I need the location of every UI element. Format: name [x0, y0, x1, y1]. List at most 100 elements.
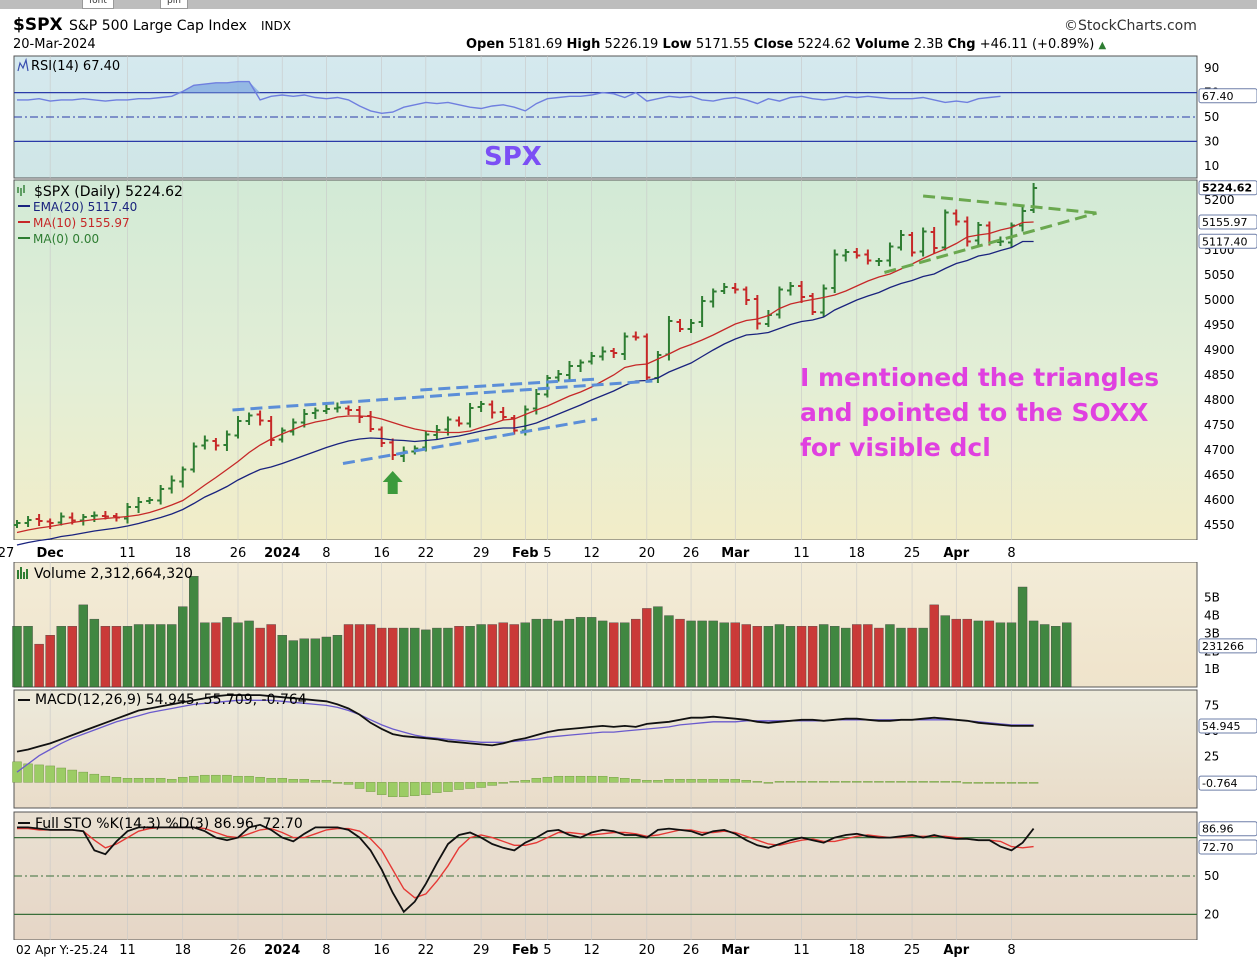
volume-bar — [852, 624, 862, 688]
volume-bar — [896, 627, 906, 688]
date-tick-label: 16 — [373, 546, 390, 561]
lower-channel-trendline — [342, 417, 598, 465]
ema20-last-value-box — [1198, 233, 1257, 249]
chart-date: 20-Mar-2024 — [13, 37, 96, 52]
price-tick-label: 4650 — [1204, 468, 1235, 482]
volume-bar — [310, 638, 321, 688]
bottom-date-tick-label: 29 — [473, 943, 490, 957]
macd-title: MACD(12,26,9) 54.945, 55.709, -0.764 — [35, 692, 307, 708]
volume-bar — [509, 624, 519, 688]
volume-bar — [841, 627, 851, 688]
macd-histogram-bar — [918, 781, 928, 783]
date-tick-label: 12 — [583, 546, 600, 561]
volume-bar — [1062, 622, 1072, 688]
volume-tick-label: 5B — [1204, 591, 1220, 605]
macd-histogram-bar — [774, 781, 785, 783]
price-bar — [687, 319, 695, 333]
volume-last-value: 231266 — [1202, 640, 1244, 653]
macd-histogram-bar — [962, 782, 972, 784]
spx-annotation: SPX — [484, 142, 542, 172]
price-bar — [731, 283, 739, 294]
macd-histogram-bar — [200, 774, 210, 783]
change-value: +46.11 (+0.89%) — [979, 37, 1095, 52]
symbol-label: $SPX — [13, 15, 63, 35]
price-bar — [488, 400, 496, 419]
price-bar — [941, 209, 949, 251]
price-title: $SPX (Daily) 5224.62 — [34, 184, 183, 200]
date-tick-label: Dec — [36, 546, 63, 561]
price-bar — [146, 497, 154, 504]
date-tick-label: 18 — [849, 546, 866, 561]
price-bar — [842, 249, 850, 262]
date-tick-label: 26 — [230, 546, 247, 561]
copyright-icon: © — [1064, 18, 1078, 34]
macd-last-value-box — [1198, 718, 1257, 734]
rsi-overbought-fill — [17, 81, 1001, 93]
price-bar — [57, 512, 65, 526]
volume-bar — [686, 620, 696, 688]
price-bar — [124, 503, 131, 524]
volume-bar — [830, 626, 840, 688]
price-bar — [853, 248, 861, 259]
price-bar — [311, 407, 319, 419]
macd-histogram-bar — [189, 775, 199, 783]
volume-bar — [564, 618, 575, 688]
macd-histogram-bar — [34, 764, 44, 783]
macd-histogram-bar — [410, 782, 420, 796]
volume-bar — [365, 624, 376, 688]
macd-histogram-bar — [697, 779, 707, 783]
macd-histogram-last-value-box — [1198, 775, 1257, 791]
macd-histogram-bar — [531, 778, 542, 783]
macd-histogram-bar — [1017, 782, 1028, 784]
price-bar — [875, 258, 883, 266]
macd-histogram-bar — [520, 780, 530, 783]
volume-tick-label: 4B — [1204, 609, 1220, 623]
note-annotation-line: for visible dcl — [800, 433, 991, 462]
macd-histogram-bar — [266, 778, 276, 783]
volume-bar — [100, 626, 111, 688]
macd-histogram-last-value: -0.764 — [1202, 777, 1237, 790]
macd-histogram-bar — [476, 782, 486, 788]
volume-bar — [211, 622, 221, 688]
bottom-date-tick-label: 5 — [543, 943, 551, 957]
volume-bar — [354, 624, 365, 688]
macd-histogram-bar — [354, 782, 365, 789]
volume-bar — [885, 624, 895, 688]
volume-bar — [796, 626, 807, 688]
volume-bar — [45, 635, 55, 688]
macd-histogram-bar — [321, 780, 332, 783]
macd-histogram-bar — [111, 777, 122, 783]
price-bar — [179, 466, 187, 488]
price-tick-label: 4950 — [1204, 318, 1235, 332]
price-bar — [201, 435, 209, 450]
rsi-line — [17, 80, 1001, 115]
volume-bar — [785, 626, 796, 688]
price-bar — [787, 282, 794, 296]
price-bar — [632, 331, 640, 341]
volume-bar — [719, 622, 729, 688]
macd-histogram-bar — [498, 782, 508, 784]
ohlc-line: Open 5181.69 High 5226.19 Low 5171.55 Cl… — [466, 37, 1106, 52]
volume-bar — [741, 624, 751, 688]
volume-bar — [984, 620, 995, 688]
volume-bar — [432, 627, 442, 688]
volume-bar — [951, 618, 961, 688]
macd-histogram-bar — [620, 778, 630, 783]
price-bar — [919, 227, 927, 257]
price-bar — [190, 442, 198, 473]
price-bar — [378, 426, 386, 447]
price-bar — [963, 216, 971, 247]
macd-histogram-bar — [752, 781, 763, 783]
up-arrow-icon — [382, 471, 403, 494]
macd-histogram-bar — [575, 775, 586, 783]
browser-tab[interactable]: pin — [160, 0, 188, 9]
bottom-date-tick-label: 11 — [793, 943, 810, 957]
rsi-last-value: 67.40 — [1202, 90, 1234, 103]
volume-bar — [1017, 586, 1028, 688]
price-bar — [753, 295, 761, 330]
volume-bar — [1028, 620, 1039, 688]
bottom-date-tick-label: Feb — [512, 943, 538, 957]
volume-bar — [586, 617, 597, 688]
macd-histogram-bar — [995, 782, 1006, 784]
browser-tab[interactable]: font — [82, 0, 114, 9]
